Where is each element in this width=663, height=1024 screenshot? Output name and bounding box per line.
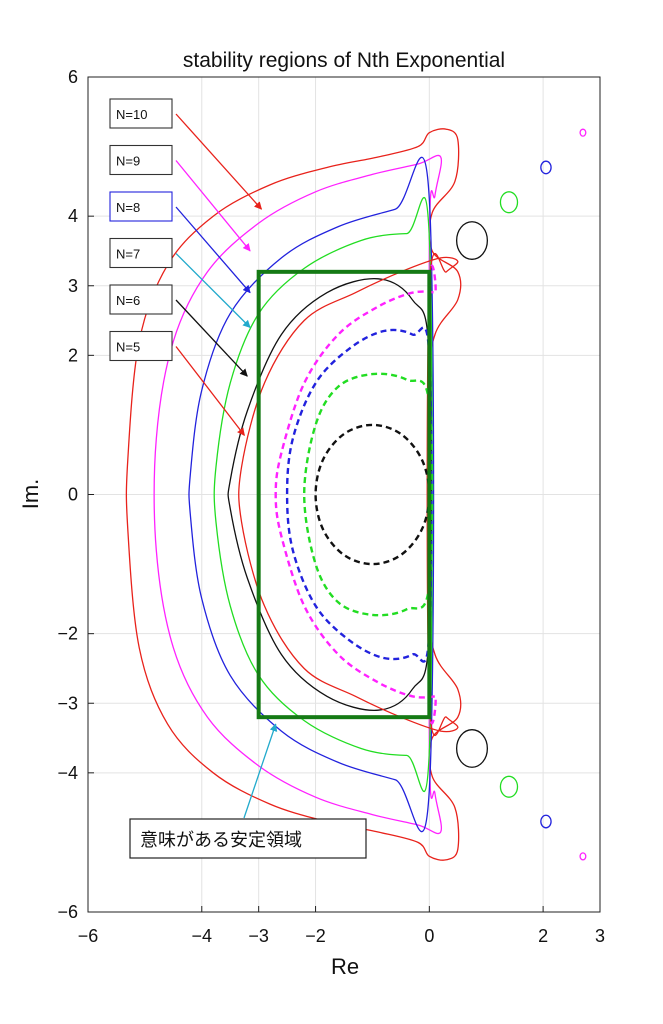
legend-label: N=7 <box>116 247 140 262</box>
legend-box <box>109 237 173 269</box>
y-tick-label: 3 <box>68 276 78 296</box>
y-tick-label: −6 <box>57 902 78 922</box>
legend-arrow <box>175 160 251 252</box>
y-tick-label: 2 <box>68 345 78 365</box>
stability-curves <box>125 128 462 861</box>
axis-ticks: −6 −4 −3 −2 0 2 3 −6 −4 −3 −2 0 2 3 4 6 <box>57 67 605 946</box>
series-line-n2 <box>302 372 434 617</box>
annotation: 意味がある安定領域 <box>129 723 367 859</box>
legend-label: N=9 <box>116 154 140 169</box>
x-tick-label: 3 <box>595 926 605 946</box>
y-tick-label: 0 <box>68 485 78 505</box>
stability-island <box>540 814 552 829</box>
annotation-arrow <box>243 723 278 819</box>
stability-island <box>455 729 489 768</box>
series-line-n3 <box>285 326 433 663</box>
stability-islands <box>455 128 587 861</box>
legend-label: N=8 <box>116 200 140 215</box>
y-tick-label: 4 <box>68 206 78 226</box>
series-line-n6 <box>227 278 433 711</box>
legend-label: N=5 <box>116 340 140 355</box>
legend-box <box>109 330 173 362</box>
stability-island <box>455 221 489 260</box>
stability-island <box>499 775 519 798</box>
legend-box <box>109 284 173 315</box>
x-tick-label: −6 <box>78 926 99 946</box>
legend-label: N=10 <box>116 107 147 122</box>
x-tick-label: −3 <box>248 926 269 946</box>
legend-arrow <box>175 346 245 436</box>
y-tick-label: 6 <box>68 67 78 87</box>
y-tick-label: −2 <box>57 624 78 644</box>
legend-arrow <box>175 299 248 377</box>
annotation-text: 意味がある安定領域 <box>140 830 302 851</box>
x-tick-label: −2 <box>305 926 326 946</box>
x-axis-label: Re <box>331 954 359 979</box>
stability-island <box>499 191 519 214</box>
series-line-n8 <box>188 156 435 833</box>
legend-arrow <box>175 253 251 329</box>
x-tick-label: 0 <box>424 926 434 946</box>
legend-arrow <box>175 113 263 210</box>
meaningful-stability-region <box>256 269 432 720</box>
y-tick-label: −3 <box>57 693 78 713</box>
stability-island <box>540 160 552 175</box>
y-tick-label: −4 <box>57 763 78 783</box>
series-line-n7 <box>213 196 433 793</box>
chart-title: stability regions of Nth Exponential <box>183 49 505 72</box>
stability-island <box>579 128 587 137</box>
stability-island <box>579 852 587 861</box>
y-axis-label: Im. <box>18 479 43 510</box>
legend-box <box>109 98 173 129</box>
annotation-box <box>129 818 367 859</box>
series-line-n4 <box>274 264 437 725</box>
legend-arrow <box>175 206 251 294</box>
legend-box <box>109 191 173 222</box>
x-tick-label: 2 <box>538 926 548 946</box>
series-line-n5 <box>238 253 459 736</box>
legend-label: N=6 <box>116 293 140 308</box>
legend: N=10 N=9 N=8 N=7 N=6 N=5 <box>109 98 263 436</box>
x-tick-label: −4 <box>192 926 213 946</box>
legend-box <box>109 144 173 176</box>
